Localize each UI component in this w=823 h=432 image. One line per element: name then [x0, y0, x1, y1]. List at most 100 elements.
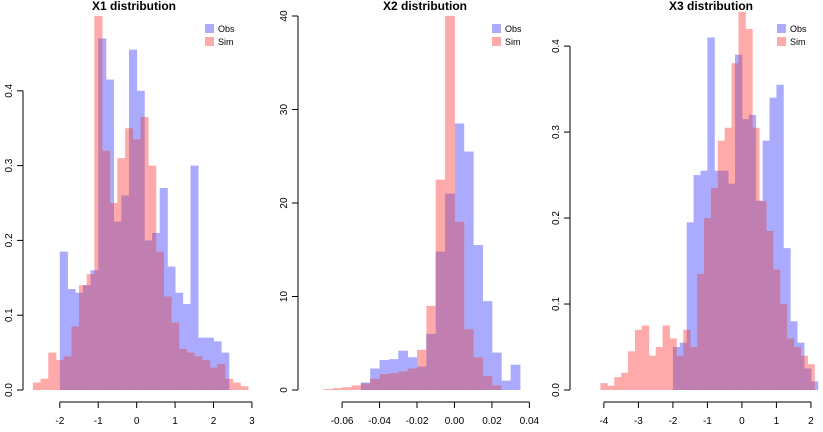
overlap-bar: [105, 150, 111, 390]
x-tick-label: -0.06: [331, 416, 354, 427]
overlap-bar: [735, 63, 739, 391]
overlap-bar: [714, 187, 719, 390]
overlap-bar: [797, 347, 801, 390]
obs-bar: [501, 380, 512, 390]
sim-bar: [641, 325, 650, 390]
x-tick-label: 0: [134, 416, 140, 427]
overlap-bar: [676, 355, 681, 390]
overlap-bar: [136, 139, 141, 390]
y-tick-label: 20: [279, 197, 290, 209]
obs-bar: [463, 151, 474, 390]
overlap-bar: [159, 251, 164, 390]
x-tick-label: -0.04: [368, 416, 391, 427]
x-tick-label: 0.00: [445, 416, 465, 427]
x-tick-label: -4: [599, 416, 608, 427]
overlap-bar: [205, 360, 211, 390]
overlap-bar: [807, 368, 812, 390]
overlap-bar: [748, 114, 753, 390]
y-tick-label: 0.1: [551, 297, 562, 311]
sim-bar: [342, 387, 352, 390]
legend-swatch-sim: [777, 37, 786, 46]
y-tick-label: 0: [279, 387, 290, 393]
y-tick-label: 0.3: [4, 158, 15, 172]
overlap-bar: [810, 381, 815, 390]
overlap-bar: [435, 251, 446, 390]
overlap-bar: [786, 338, 791, 390]
overlap-bar: [783, 304, 788, 390]
overlap-bar: [693, 347, 698, 390]
legend-swatch-sim: [205, 37, 214, 46]
overlap-bar: [148, 240, 153, 390]
overlap-bar: [700, 273, 705, 390]
overlap-bar: [82, 285, 88, 390]
overlap-bar: [167, 296, 172, 390]
x-tick-label: -2: [668, 416, 677, 427]
y-tick-label: 0.4: [551, 39, 562, 53]
obs-bar: [491, 352, 502, 390]
overlap-bar: [772, 269, 777, 390]
overlap-bar: [94, 270, 99, 390]
overlap-bar: [690, 347, 695, 390]
overlap-bar: [225, 378, 230, 390]
overlap-bar: [86, 285, 91, 390]
overlap-bar: [121, 195, 126, 390]
overlap-bar: [426, 333, 437, 390]
overlap-bar: [63, 356, 68, 390]
overlap-bar: [738, 54, 743, 390]
legend-label-sim: Sim: [790, 37, 806, 47]
x-tick-label: 2: [211, 416, 217, 427]
overlap-bar: [697, 273, 701, 390]
overlap-bar: [473, 357, 483, 390]
legend-label-sim: Sim: [218, 37, 234, 47]
overlap-bar: [379, 374, 390, 390]
overlap-bar: [221, 363, 226, 390]
x-tick-label: 1: [172, 416, 178, 427]
y-tick-label: 0.2: [4, 233, 15, 247]
overlap-bar: [59, 360, 65, 390]
x-tick-label: -0.02: [406, 416, 429, 427]
sim-bar: [240, 386, 249, 390]
sim-bar: [351, 385, 362, 390]
overlap-bar: [491, 385, 502, 390]
overlap-bar: [152, 232, 157, 390]
overlap-bar: [125, 195, 130, 390]
legend-label-obs: Obs: [790, 24, 807, 34]
overlap-bar: [804, 368, 808, 390]
overlap-bar: [769, 230, 774, 390]
chart-panel-3: 0.0 0.1 0.2 0.3 0.4 -4 -3 -2 -1 0 1 2 X3 distributio…: [551, 0, 819, 427]
overlap-bar: [741, 119, 746, 390]
obs-bar: [190, 165, 199, 390]
overlap-bar: [800, 355, 805, 390]
overlap-bar: [144, 240, 149, 390]
overlap-bar: [163, 296, 168, 390]
overlap-bar: [90, 274, 95, 390]
y-tick-label: 0.1: [4, 308, 15, 322]
overlap-bar: [79, 292, 84, 390]
overlap-bar: [201, 360, 207, 390]
overlap-bar: [679, 355, 684, 390]
bars-group: [600, 12, 819, 391]
overlap-bar: [213, 367, 218, 390]
x-tick-label: -3: [634, 416, 643, 427]
obs-bar: [182, 303, 191, 390]
obs-bar: [776, 84, 784, 390]
overlap-bar: [707, 218, 712, 390]
sim-bar: [32, 382, 42, 390]
overlap-bar: [759, 200, 764, 390]
chart-title: X2 distribution: [383, 0, 467, 13]
y-tick-label: 0.3: [551, 125, 562, 139]
obs-bar: [473, 245, 483, 390]
overlap-bar: [417, 366, 427, 390]
overlap-bar: [388, 373, 399, 390]
legend: Obs Sim: [777, 24, 807, 47]
overlap-bar: [128, 128, 134, 390]
overlap-bar: [155, 251, 161, 390]
chart-panel-1: 0.0 0.1 0.2 0.3 0.4 -2 -1 0 1 2 3 X1 distribution Ob…: [4, 0, 255, 427]
legend: Obs Sim: [205, 24, 235, 47]
overlap-bar: [113, 221, 118, 390]
bars-group: [32, 16, 249, 391]
overlap-bar: [721, 170, 726, 390]
overlap-bar: [217, 363, 222, 390]
